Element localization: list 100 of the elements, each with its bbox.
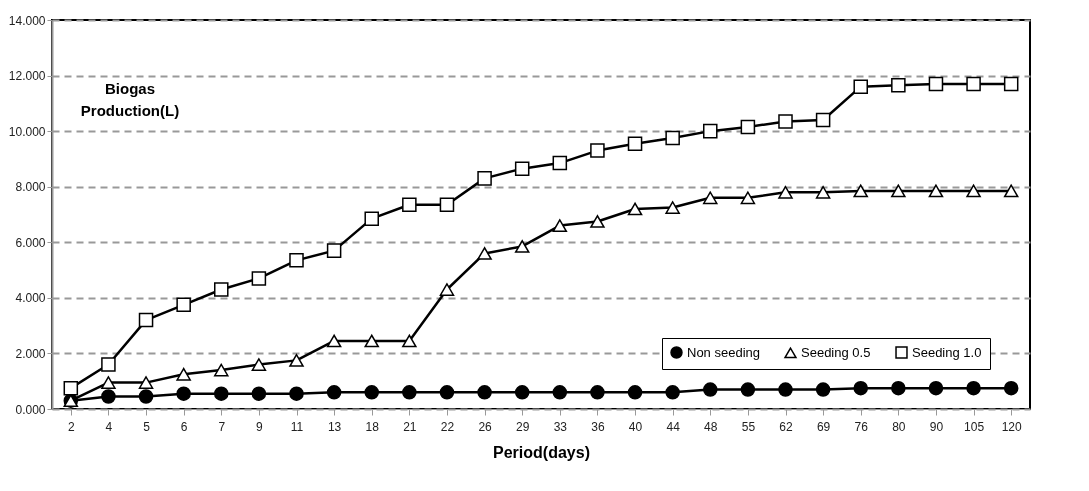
x-tick-label: 2 [67, 419, 75, 434]
point [665, 201, 680, 214]
point [627, 202, 643, 216]
point [703, 191, 718, 205]
y-tick-label: 4.000 [15, 291, 46, 306]
point [891, 184, 906, 198]
point [815, 382, 831, 397]
point [289, 386, 304, 401]
y-tick-label: 12.000 [8, 69, 46, 84]
point [477, 385, 492, 400]
x-tick-label: 6 [180, 419, 188, 434]
point [966, 380, 981, 396]
point [402, 385, 417, 400]
point [703, 382, 718, 397]
x-tick-label: 55 [741, 419, 756, 434]
point [815, 112, 831, 128]
x-tick-label: 105 [964, 419, 985, 434]
x-tick-label: 4 [105, 419, 113, 434]
point [966, 76, 981, 92]
x-tick-label: 13 [327, 419, 342, 434]
point [1003, 76, 1019, 92]
point [853, 79, 868, 94]
x-tick-label: 5 [143, 419, 151, 434]
x-tick-label: 7 [218, 419, 226, 434]
point [251, 271, 267, 286]
point [101, 376, 116, 389]
point [364, 385, 379, 400]
point [477, 247, 492, 260]
point [627, 136, 643, 151]
x-tick-label: 90 [929, 419, 944, 434]
legend-label: Seeding 1.0 [912, 344, 982, 360]
point [552, 385, 568, 400]
legend-label: Seeding 0.5 [801, 344, 871, 360]
point [1003, 184, 1019, 198]
x-tick-label: 44 [666, 419, 681, 434]
x-tick-label: 36 [591, 419, 605, 434]
point [63, 380, 79, 396]
point [928, 184, 944, 198]
point [326, 243, 342, 258]
point [891, 78, 906, 93]
x-tick-label: 22 [440, 419, 455, 434]
point [703, 123, 718, 139]
x-tick-label: 26 [478, 419, 493, 434]
point [590, 215, 605, 228]
legend-label: Non seeding [687, 344, 760, 360]
point [214, 282, 229, 297]
x-tick-label: 69 [816, 419, 831, 434]
point [853, 380, 868, 396]
point [439, 385, 455, 400]
point [138, 312, 154, 328]
point [552, 219, 568, 233]
x-tick-label: 120 [1001, 419, 1023, 434]
y-tick-label: 0.000 [15, 402, 46, 417]
point [740, 382, 756, 397]
point [740, 191, 756, 205]
point [138, 389, 154, 404]
point [928, 76, 944, 92]
point [402, 197, 417, 213]
y-tick-label: 2.000 [15, 346, 46, 361]
point [176, 297, 191, 313]
y-axis-title: Biogas Production(L) [80, 80, 180, 119]
point [214, 363, 229, 377]
point [477, 171, 492, 186]
x-tick-label: 62 [779, 419, 793, 434]
point [778, 114, 793, 129]
x-tick-label: 21 [403, 419, 417, 434]
point [214, 386, 229, 401]
point [590, 143, 605, 158]
x-tick-label: 9 [256, 419, 264, 434]
point [815, 185, 831, 199]
point [251, 386, 267, 401]
point [439, 197, 455, 213]
point [590, 385, 605, 400]
x-tick-label: 11 [290, 419, 304, 434]
point [402, 334, 417, 348]
y-tick-label: 6.000 [15, 235, 46, 250]
x-tick-label: 29 [516, 419, 530, 434]
point [514, 161, 530, 176]
point [1003, 380, 1019, 396]
point [627, 385, 643, 400]
point [928, 380, 944, 396]
point [514, 240, 530, 253]
point [289, 353, 304, 367]
point [251, 358, 267, 371]
x-tick-label: 33 [553, 419, 568, 434]
point [326, 385, 342, 400]
point [176, 367, 191, 381]
point [778, 185, 793, 199]
point [665, 130, 680, 146]
x-tick-label: 18 [365, 419, 380, 434]
point [514, 385, 530, 400]
y-tick-label: 10.000 [8, 124, 46, 139]
point [326, 334, 342, 348]
point [778, 382, 793, 397]
x-tick-label: 80 [892, 419, 906, 434]
point [289, 253, 304, 268]
point [552, 155, 568, 171]
point [665, 385, 680, 400]
y-tick-label: 14.000 [8, 13, 46, 28]
point [101, 389, 116, 404]
